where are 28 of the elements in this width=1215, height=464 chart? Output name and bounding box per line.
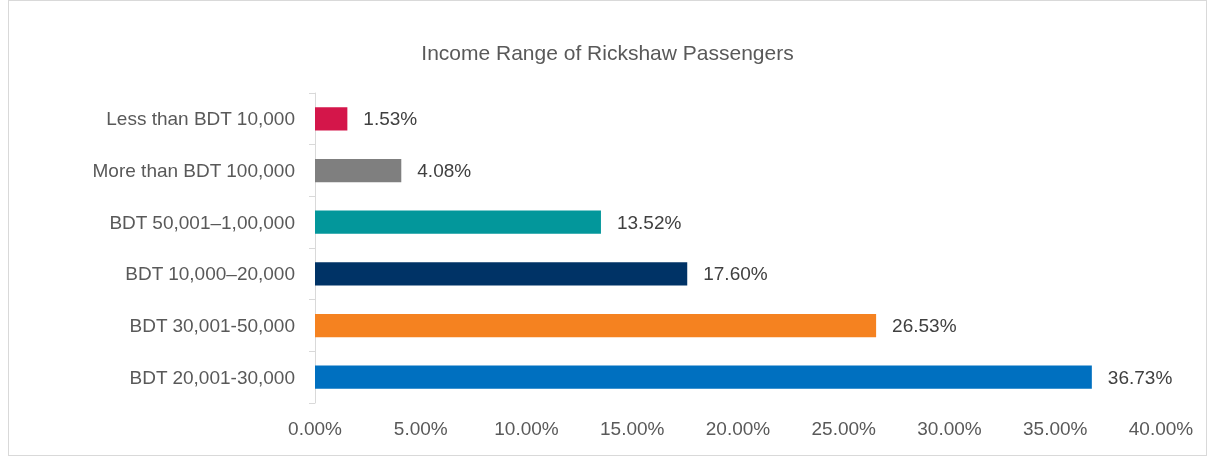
y-tick-label: BDT 10,000–20,000 xyxy=(125,263,295,285)
y-tick-label: BDT 50,001–1,00,000 xyxy=(109,211,295,233)
data-label: 26.53% xyxy=(892,315,957,336)
x-tick-label: 20.00% xyxy=(705,418,771,439)
x-tick-label: 30.00% xyxy=(917,418,982,439)
x-tick-label: 35.00% xyxy=(1023,418,1088,439)
bar xyxy=(315,262,688,286)
x-tick-label: 25.00% xyxy=(811,418,877,439)
data-label: 4.08% xyxy=(417,160,472,181)
y-tick-label: BDT 30,001-50,000 xyxy=(129,315,295,336)
chart-title: Income Range of Rickshaw Passengers xyxy=(421,41,794,64)
x-tick-label: 10.00% xyxy=(494,418,559,439)
bar xyxy=(315,365,1092,389)
data-label: 17.60% xyxy=(703,263,768,285)
y-tick-label: More than BDT 100,000 xyxy=(92,160,295,181)
data-label: 1.53% xyxy=(363,108,418,130)
y-tick-label: Less than BDT 10,000 xyxy=(106,108,295,130)
bar xyxy=(315,158,402,183)
bar xyxy=(315,107,348,131)
x-tick-label: 5.00% xyxy=(393,418,448,439)
x-tick-label: 40.00% xyxy=(1128,418,1194,439)
y-tick-label: BDT 20,001-30,000 xyxy=(129,366,295,388)
data-label: 13.52% xyxy=(616,211,682,233)
data-label: 36.73% xyxy=(1107,366,1173,388)
bar xyxy=(315,313,877,338)
x-tick-label: 15.00% xyxy=(600,418,665,439)
bar xyxy=(315,210,601,234)
x-tick-label: 0.00% xyxy=(288,418,343,439)
